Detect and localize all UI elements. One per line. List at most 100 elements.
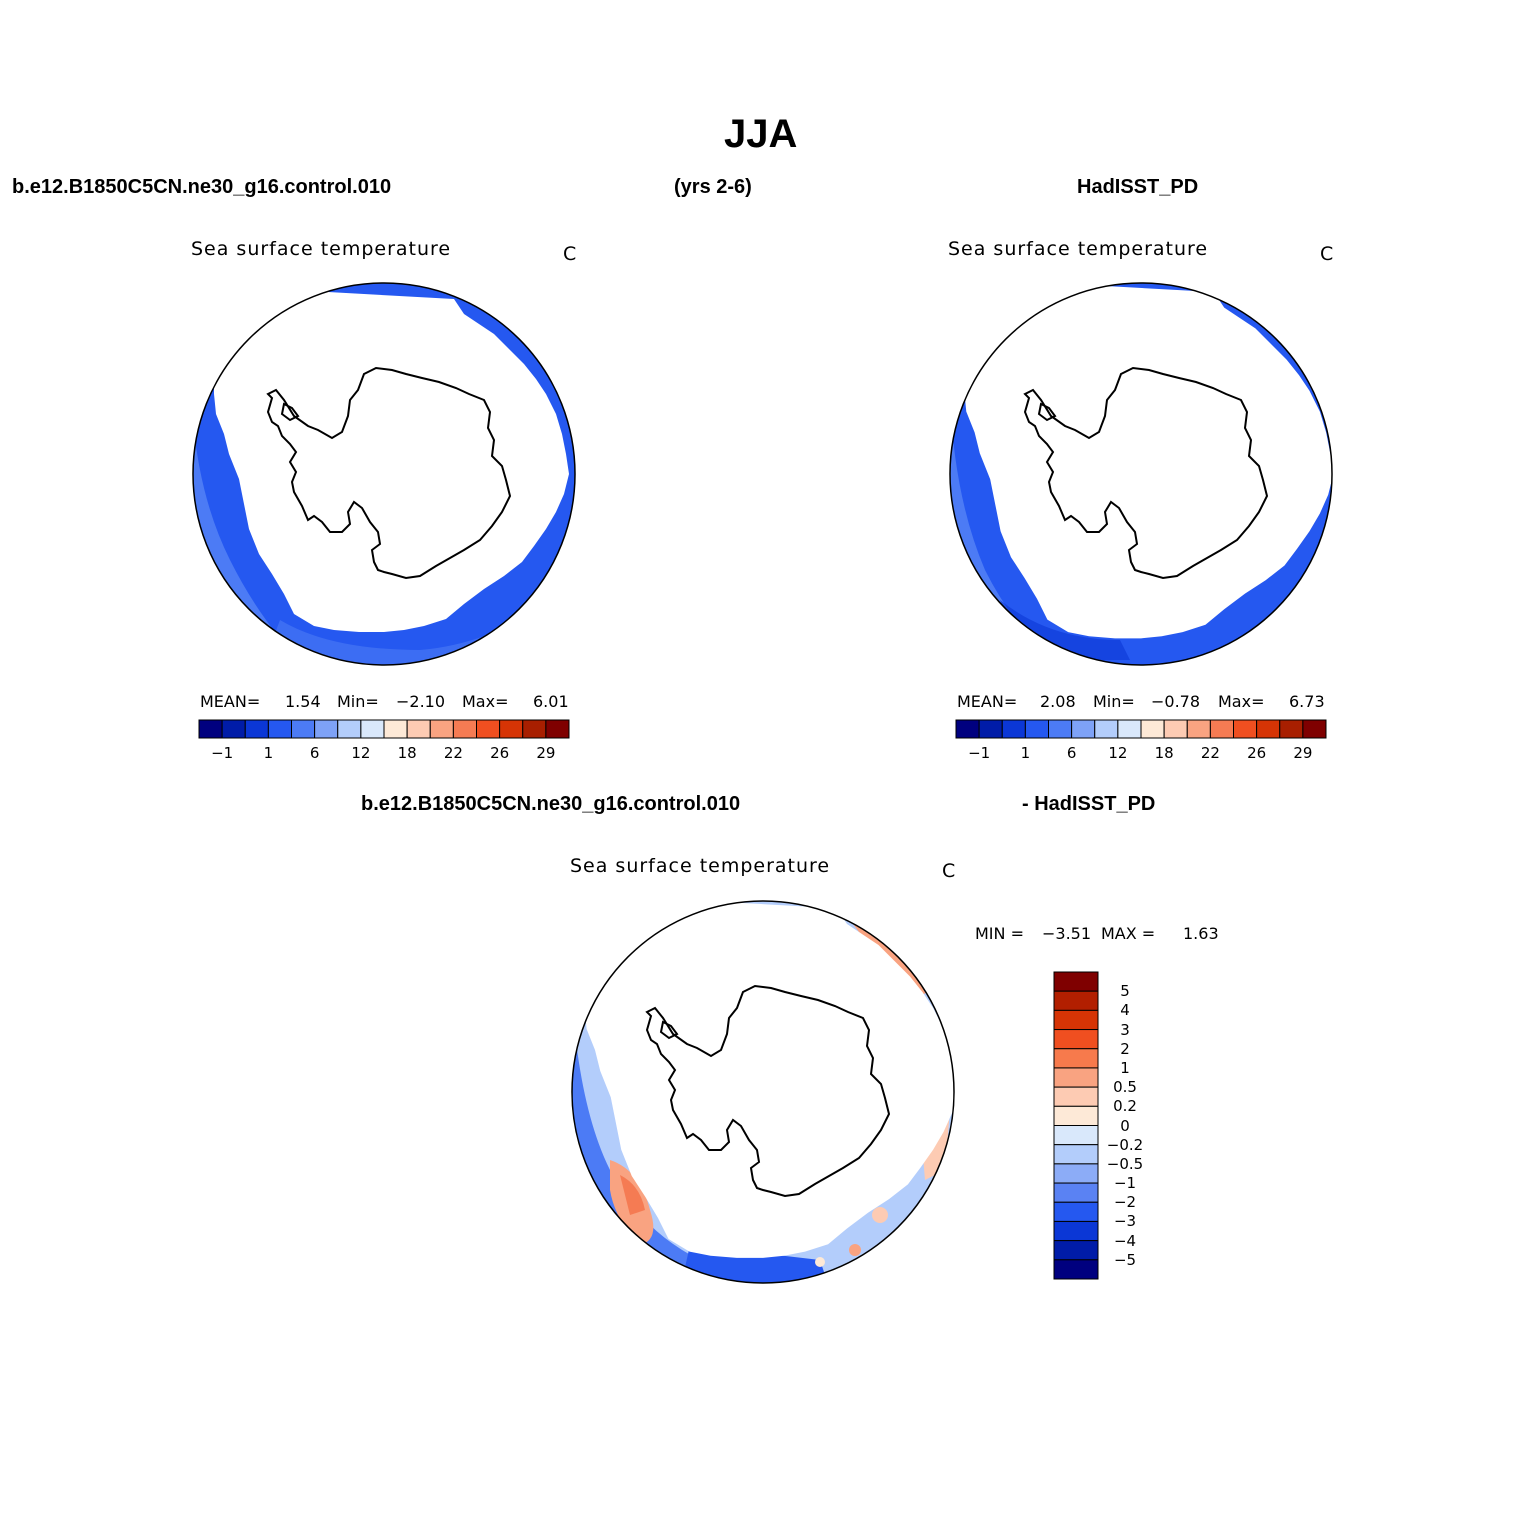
obs-colorbar-box (1209, 719, 1234, 739)
diff-colorbar-tick-label: 4 (1120, 1001, 1130, 1020)
diff-colorbar-tick-label: 0.5 (1113, 1078, 1137, 1097)
obs-colorbar-box (1186, 719, 1211, 739)
diff-colorbar-tick-label: −4 (1113, 1231, 1137, 1250)
obs-colorbar (955, 719, 1327, 739)
diff-panel-title: Sea surface temperature (570, 855, 831, 877)
model-colorbar-tick-label: 1 (263, 744, 274, 762)
model-map (192, 282, 576, 666)
diff-colorbar-tick-label: 3 (1120, 1020, 1130, 1039)
obs-panel-units: C (1320, 243, 1334, 265)
diff-colorbar-box (1053, 1182, 1099, 1203)
diff-colorbar-box (1053, 1009, 1099, 1031)
diff-colorbar-box (1053, 990, 1099, 1011)
diff-colorbar-box (1053, 1086, 1099, 1107)
obs-colorbar-box (1302, 719, 1327, 739)
diff-colorbar-box (1053, 1105, 1099, 1126)
diff-colorbar-tick-label: −0.5 (1106, 1154, 1144, 1173)
model-colorbar-box (314, 719, 339, 739)
obs-colorbar-box (1094, 719, 1119, 739)
diff-colorbar-tick-label: −2 (1113, 1193, 1137, 1212)
obs-colorbar-box (1140, 719, 1165, 739)
obs-colorbar-box (1256, 719, 1281, 739)
model-colorbar-box (383, 719, 408, 739)
obs-colorbar-tick-label: 12 (1108, 744, 1128, 762)
model-colorbar-tick-label: 22 (443, 744, 463, 762)
obs-colorbar-tick-label: 6 (1066, 744, 1077, 762)
diff-colorbar-box (1053, 1125, 1099, 1146)
case-name-header: b.e12.B1850C5CN.ne30_g16.control.010 (12, 176, 392, 198)
diff-obs-header: - HadISST_PD (1022, 793, 1156, 815)
obs-mean-label: MEAN= (957, 692, 1018, 711)
diff-colorbar (1053, 971, 1099, 1280)
model-mean-value: 1.54 (285, 692, 321, 711)
diff-colorbar-box (1053, 1067, 1099, 1088)
diff-colorbar-box (1053, 1220, 1099, 1242)
diff-colorbar-tick-label: −1 (1113, 1174, 1137, 1193)
years-header: (yrs 2-6) (674, 176, 752, 198)
model-colorbar-tick-label: 18 (397, 744, 417, 762)
model-colorbar-box (476, 719, 501, 739)
figure-title: JJA (724, 112, 798, 156)
model-colorbar-box (452, 719, 477, 739)
obs-colorbar-tick-label: −1 (968, 744, 991, 762)
model-colorbar-box (522, 719, 547, 739)
model-colorbar-box (337, 719, 362, 739)
diff-colorbar-tick-label: 2 (1120, 1039, 1130, 1058)
model-max-value: 6.01 (533, 692, 569, 711)
diff-colorbar-box (1053, 1259, 1099, 1280)
model-panel-title: Sea surface temperature (191, 238, 452, 260)
diff-colorbar-tick-label: 0.2 (1113, 1097, 1137, 1116)
obs-colorbar-box (1279, 719, 1304, 739)
diff-colorbar-tick-label: −3 (1113, 1212, 1137, 1231)
obs-colorbar-box (1233, 719, 1258, 739)
model-mean-label: MEAN= (200, 692, 261, 711)
obs-map (949, 282, 1333, 666)
diff-panel-units: C (942, 860, 956, 882)
diff-colorbar-box (1053, 1048, 1099, 1069)
diff-colorbar-box (1053, 1240, 1099, 1261)
model-colorbar-tick-label: 6 (309, 744, 320, 762)
obs-colorbar-box (1071, 719, 1096, 739)
diff-colorbar-tick-label: −0.2 (1106, 1135, 1144, 1154)
diff-colorbar-box (1053, 1144, 1099, 1165)
diff-colorbar-tick-label: 0 (1120, 1116, 1130, 1135)
diff-colorbar-tick-label: 1 (1120, 1058, 1130, 1077)
obs-name-header: HadISST_PD (1077, 176, 1199, 198)
obs-max-value: 6.73 (1289, 692, 1325, 711)
model-colorbar-box (499, 719, 524, 739)
model-colorbar-box (360, 719, 385, 739)
obs-colorbar-box (978, 719, 1003, 739)
diff-colorbar-box (1053, 1163, 1099, 1184)
model-min-value: −2.10 (396, 692, 446, 711)
diff-min-value: −3.51 (1042, 924, 1092, 943)
model-colorbar-box (221, 719, 246, 739)
diff-map (571, 900, 955, 1284)
obs-mean-value: 2.08 (1040, 692, 1076, 711)
model-colorbar-box (267, 719, 292, 739)
obs-max-label: Max= (1218, 692, 1265, 711)
model-panel-units: C (563, 243, 577, 265)
obs-colorbar-tick-label: 18 (1154, 744, 1174, 762)
diff-colorbar-tick-label: −5 (1113, 1250, 1137, 1269)
diff-colorbar-box (1053, 971, 1099, 992)
model-min-label: Min= (337, 692, 379, 711)
model-colorbar-box (291, 719, 316, 739)
obs-colorbar-box (1163, 719, 1188, 739)
obs-colorbar-box (1024, 719, 1049, 739)
obs-colorbar-tick-label: 1 (1020, 744, 1031, 762)
model-colorbar-box (198, 719, 223, 739)
obs-colorbar-box (1117, 719, 1142, 739)
model-colorbar-tick-label: −1 (211, 744, 234, 762)
model-colorbar-box (545, 719, 570, 739)
diff-max-value: 1.63 (1183, 924, 1219, 943)
obs-colorbar-tick-label: 22 (1200, 744, 1220, 762)
obs-colorbar-box (1048, 719, 1073, 739)
obs-min-label: Min= (1093, 692, 1135, 711)
obs-colorbar-tick-label: 26 (1247, 744, 1267, 762)
diff-max-label: MAX = (1101, 924, 1156, 943)
model-colorbar-box (406, 719, 431, 739)
obs-min-value: −0.78 (1151, 692, 1201, 711)
model-colorbar-tick-label: 12 (351, 744, 371, 762)
obs-colorbar-box (955, 719, 980, 739)
